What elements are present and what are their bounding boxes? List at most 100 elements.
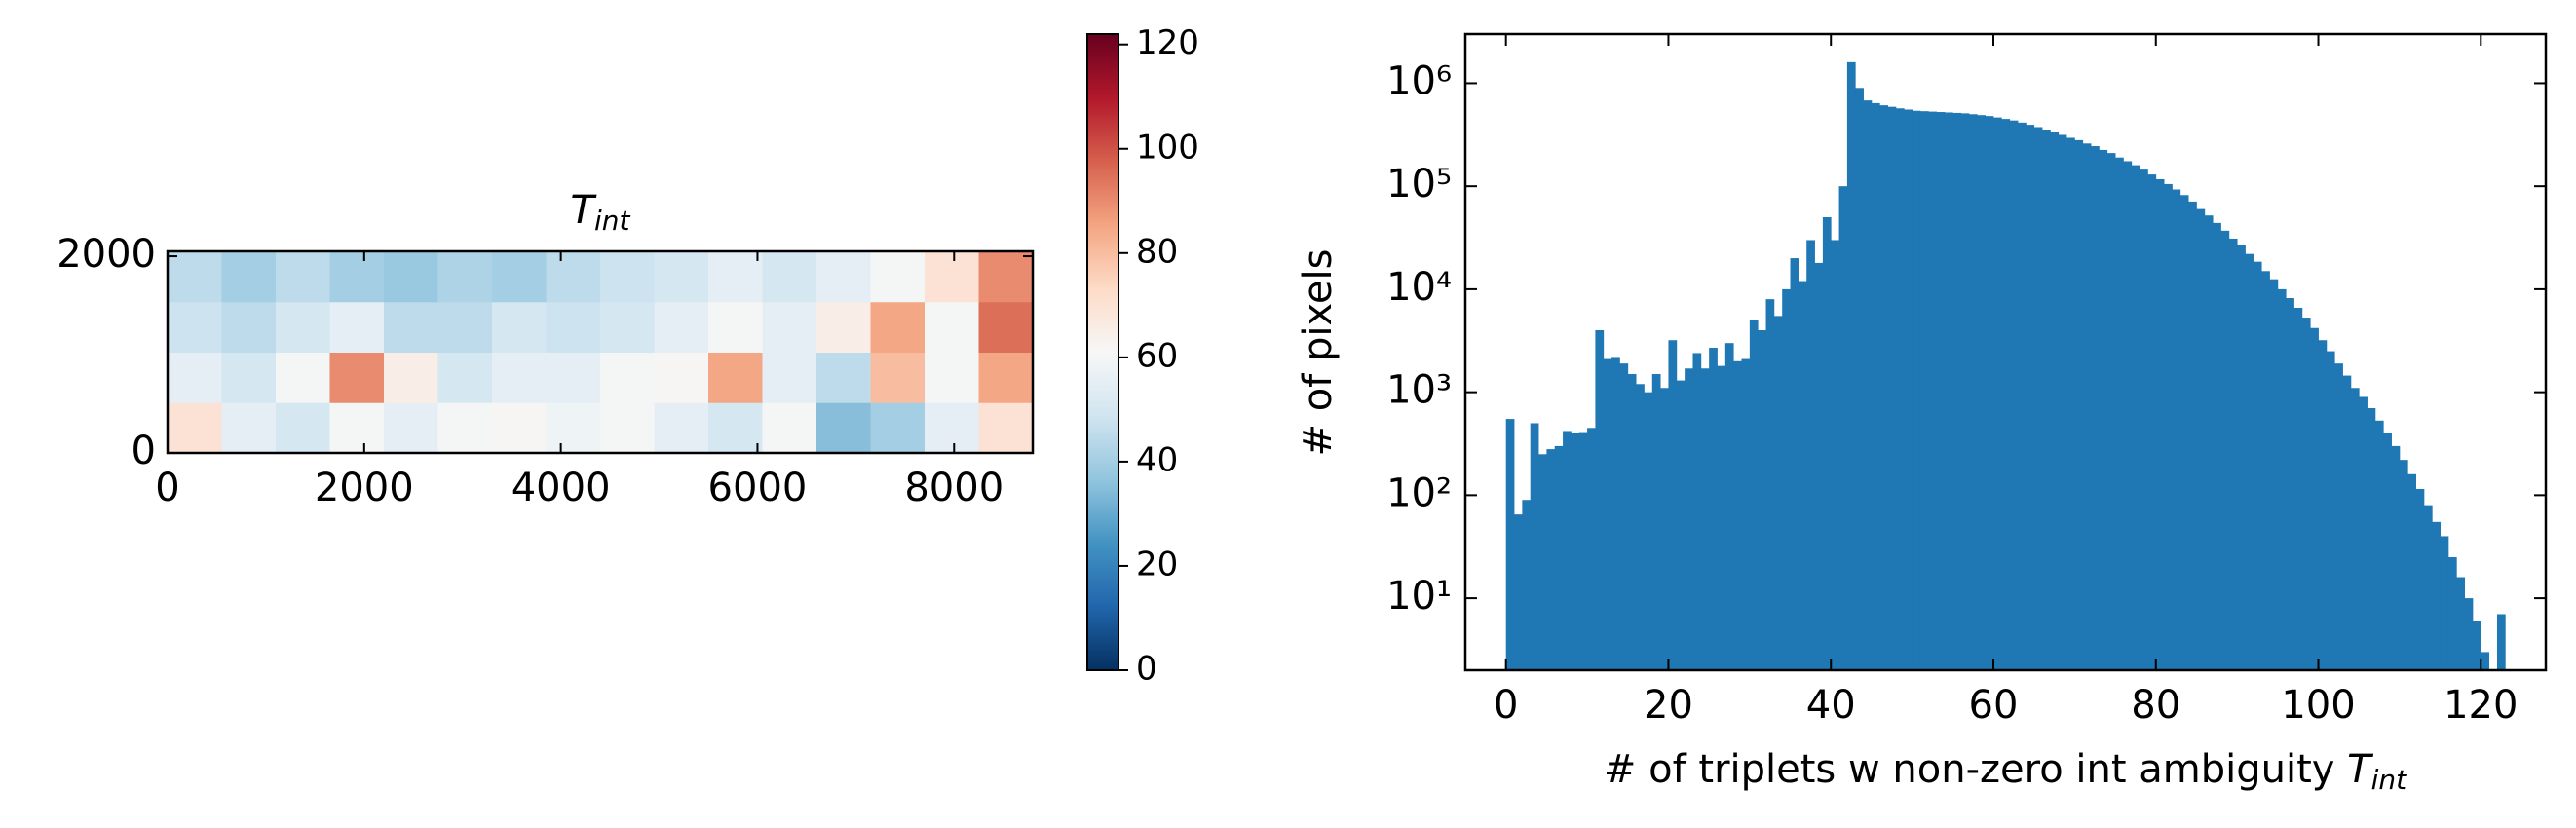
histogram-bar bbox=[2026, 125, 2035, 670]
histogram-bar bbox=[1822, 217, 1832, 671]
heatmap-cell bbox=[221, 402, 277, 454]
colorbar-tick-label: 80 bbox=[1136, 232, 1178, 271]
histogram-bar bbox=[1952, 112, 1962, 671]
histogram-bar bbox=[1928, 111, 1938, 670]
heatmap-cell bbox=[600, 251, 655, 303]
histogram-bar bbox=[2391, 445, 2401, 670]
histogram-bar bbox=[1692, 353, 1702, 670]
histogram-bar bbox=[1571, 433, 1580, 670]
heatmap-cell bbox=[925, 402, 979, 454]
histogram-bar bbox=[1855, 88, 1864, 671]
histogram-bar bbox=[1773, 316, 1783, 670]
histogram-bar bbox=[1879, 105, 1888, 671]
histogram-bar bbox=[1651, 374, 1661, 670]
x-tick-label: 60 bbox=[1969, 683, 2019, 728]
heatmap-cell bbox=[221, 352, 277, 403]
heatmap-cell bbox=[925, 251, 979, 303]
heatmap-cell bbox=[708, 301, 763, 353]
heatmap-cell bbox=[925, 301, 979, 353]
heatmap-cell bbox=[329, 402, 385, 454]
heatmap-cell bbox=[276, 301, 330, 353]
colorbar-tick-label: 120 bbox=[1136, 23, 1199, 62]
histogram-bar bbox=[2326, 351, 2335, 670]
histogram-bar bbox=[2374, 420, 2384, 670]
colorbar-tick-label: 60 bbox=[1136, 336, 1178, 375]
heatmap-cell bbox=[870, 402, 926, 454]
histogram-bar bbox=[1530, 423, 1539, 670]
heatmap-cell bbox=[492, 301, 547, 353]
heatmap-cell bbox=[168, 251, 222, 303]
histogram-bar bbox=[2106, 153, 2116, 670]
histogram-bar bbox=[1765, 299, 1775, 670]
y-tick-label: 10⁴ bbox=[1386, 265, 1452, 310]
y-tick-label: 10⁵ bbox=[1386, 162, 1452, 207]
histogram-bar bbox=[2018, 122, 2027, 670]
heatmap-cell bbox=[329, 301, 385, 353]
histogram-bar bbox=[1838, 186, 1848, 670]
histogram-bar bbox=[2237, 245, 2246, 670]
histogram-bar bbox=[2456, 577, 2466, 670]
histogram-bar bbox=[1790, 258, 1799, 670]
histogram-bar bbox=[1758, 329, 1766, 670]
histogram-bar bbox=[2155, 178, 2165, 670]
histogram-bar bbox=[2001, 119, 2011, 670]
heatmap-cell bbox=[384, 402, 438, 454]
histogram-bar bbox=[1919, 111, 1929, 670]
x-label-text: # of triplets w non-zero int ambiguity bbox=[1604, 747, 2347, 792]
heatmap-cell bbox=[546, 402, 601, 454]
y-axis-label: # of pixels bbox=[1296, 248, 1341, 456]
histogram-bar bbox=[2033, 127, 2043, 670]
heatmap-cell bbox=[600, 301, 655, 353]
y-tick-label: 10³ bbox=[1386, 368, 1452, 413]
histogram-bar bbox=[2115, 157, 2124, 670]
histogram-bar bbox=[1587, 428, 1596, 670]
histogram-bar bbox=[1831, 240, 1839, 670]
histogram-bar bbox=[1749, 320, 1759, 670]
histogram-bar bbox=[2082, 143, 2092, 671]
histogram-bar bbox=[2415, 488, 2425, 670]
histogram-bar bbox=[1724, 343, 1734, 670]
heatmap-cell bbox=[978, 301, 1034, 353]
histogram-bar bbox=[1700, 368, 1710, 670]
histogram-bar bbox=[2099, 149, 2108, 670]
heatmap-cell bbox=[816, 301, 871, 353]
heatmap-cell bbox=[654, 402, 709, 454]
x-tick-label: 20 bbox=[1644, 683, 1693, 728]
heatmap-cell bbox=[437, 251, 493, 303]
histogram-bar bbox=[1798, 281, 1807, 670]
x-label-symbol: T bbox=[2347, 747, 2374, 792]
histogram-bar bbox=[2342, 375, 2352, 670]
colorbar bbox=[1086, 33, 1119, 671]
histogram-bar bbox=[1992, 117, 2002, 671]
heatmap-cell bbox=[762, 352, 817, 403]
y-tick-label: 0 bbox=[132, 429, 156, 473]
heatmap-cell bbox=[437, 301, 493, 353]
heatmap-cell bbox=[816, 352, 871, 403]
histogram-bar bbox=[1685, 368, 1693, 670]
histogram-bar bbox=[1806, 240, 1815, 670]
histogram-bar bbox=[2091, 146, 2100, 670]
y-tick-label: 10² bbox=[1386, 470, 1452, 515]
histogram-bar bbox=[2407, 473, 2416, 670]
histogram-bar bbox=[2245, 253, 2254, 670]
heatmap-title: Tint bbox=[571, 188, 631, 237]
heatmap-cell bbox=[654, 352, 709, 403]
histogram-bar bbox=[2481, 652, 2490, 670]
histogram-bar bbox=[1977, 115, 1987, 670]
title-symbol: T bbox=[571, 188, 598, 233]
heatmap-cell bbox=[546, 352, 601, 403]
histogram-bar bbox=[2277, 288, 2287, 670]
heatmap-cell bbox=[925, 352, 979, 403]
colorbar-tick-label: 0 bbox=[1136, 650, 1157, 689]
histogram-bar bbox=[2496, 614, 2506, 670]
histogram-bar bbox=[2164, 183, 2173, 670]
heatmap-cell bbox=[221, 301, 277, 353]
histogram-bar bbox=[1741, 358, 1751, 670]
histogram-bar bbox=[2058, 134, 2067, 671]
x-label-subscript: int bbox=[2371, 764, 2408, 796]
y-tick-label: 10⁶ bbox=[1386, 58, 1452, 103]
histogram-bar bbox=[2350, 388, 2360, 670]
histogram-bar bbox=[1863, 100, 1873, 671]
heatmap-cell bbox=[654, 301, 709, 353]
